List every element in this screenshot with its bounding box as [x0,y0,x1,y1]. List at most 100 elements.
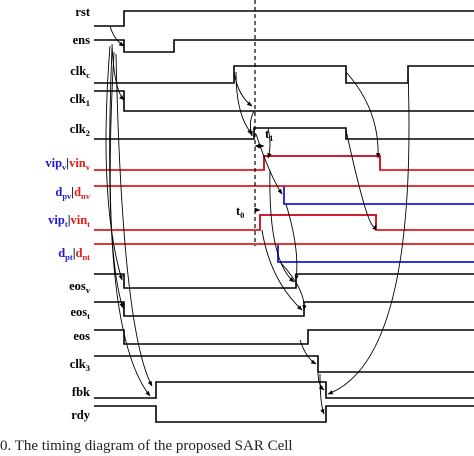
waveform-clk3 [94,355,474,373]
waveform-eosv [94,273,474,289]
waveform-rdy [94,405,474,423]
signal-label-clkc-part: clk [70,64,86,78]
waveforms [94,10,474,423]
signal-label-vipt-part: vip [48,213,65,227]
arrow-dpt-eost [279,261,307,311]
t0-annotation: t0 [236,204,244,220]
signal-label-dpv-part: d [55,185,62,199]
signal-label-ens-part: ens [73,33,91,47]
signal-label-rst-part: rst [75,5,90,19]
signal-label-clk3-part: clk [70,357,86,371]
arrow-clk1-clk2 [248,110,255,137]
t1-annotation: t1 [265,127,273,143]
t1-label: t1 [265,127,273,143]
arrow-vipv-eosv [269,169,295,283]
signal-label-vipv-part: | [66,156,69,170]
signal-label-dpv-part: d [74,185,81,199]
arrow-clk2-vipv [267,127,272,159]
signal-label-clkc: clkc [70,64,90,80]
signal-label-vipv-part: v [86,162,91,172]
waveform-dpv-blue [283,186,474,205]
arrow-ens-fbk [115,53,153,387]
signal-label-rdy-part: rdy [71,408,91,422]
signal-label-dpt: dpt|dnt [58,246,90,262]
signal-label-dpt-part: d [75,246,82,260]
arrow-ens-clk1 [111,43,125,101]
signal-label-eost-part: t [87,311,90,321]
t0-annotation-part: t [236,204,241,218]
signal-label-clk1-part: 1 [86,98,90,108]
signal-label-clk1: clk1 [70,92,90,108]
arrow-ens-eosv [105,45,123,281]
signal-label-dpt-part: nt [82,252,90,262]
causality-arrows [105,25,410,415]
signal-label-eosv-part: eos [69,279,86,293]
signal-label-eost-part: eos [70,305,87,319]
signal-label-vipt: vipt|vint [48,213,90,229]
waveform-clkc [94,65,474,84]
signal-label-dpv-part: nv [81,191,91,201]
arrow-ens-rdy [109,51,151,397]
arrow-dpv-eosv [285,203,299,281]
signal-label-vipv: vipv|vinv [45,156,90,172]
timing-diagram-svg: rstensclkcclk1clk2vipv|vinvdpv|dnvvipt|v… [45,0,474,423]
waveform-eost [94,301,474,317]
signal-label-fbk: fbk [72,385,90,399]
signal-label-fbk-part: fbk [72,385,90,399]
arrow-vipt-eost [261,229,303,311]
signal-label-dpv: dpv|dnv [55,185,90,201]
signal-label-eos: eos [73,329,90,343]
signal-label-clk3-part: 3 [86,363,90,373]
arrow-clk2-dpv [255,133,283,195]
signal-label-vipt-part: vin [70,213,87,227]
signal-label-dpt-part: | [73,246,76,260]
t1-annotation-part: t [265,127,270,141]
waveform-vipt-blue [259,214,377,230]
signal-label-vipv-part: v [62,162,67,172]
signal-label-dpv-part: pv [62,191,72,201]
waveform-vipv-blue [263,155,381,170]
signal-label-eosv-part: v [86,285,91,295]
waveform-fbk [94,381,474,399]
t1-annotation-part: 1 [269,133,273,143]
interval-markers [254,143,265,213]
signal-label-eost: eost [70,305,90,321]
signal-label-clk2-part: clk [70,122,86,136]
waveform-clk2 [94,127,474,140]
signal-label-dpv-part: | [71,185,74,199]
signal-label-vipt-part: | [68,213,71,227]
signal-label-eos-part: eos [73,329,90,343]
t0-annotation-part: 0 [240,210,244,220]
waveform-vint-red [94,214,474,231]
arrow-clkc-clk3 [345,71,381,159]
signal-label-eosv: eosv [69,279,91,295]
waveform-vinv-red [94,155,474,171]
signal-label-vipv-part: vip [45,156,62,170]
waveform-dpt-blue [277,244,474,263]
arrow-clk3-fbk [317,371,325,391]
signal-label-dpt-part: pt [65,252,73,262]
arrow-clk2-clk3 [345,129,377,231]
signal-label-vipt-part: t [87,219,90,229]
waveform-eos [94,329,474,345]
signal-label-dpt-part: d [58,246,65,260]
signal-label-clk2: clk2 [70,122,90,138]
signal-label-clkc-part: c [86,70,90,80]
arrow-eos-clk3 [299,339,317,365]
waveform-rst [94,10,474,27]
signal-label-clk3: clk3 [70,357,90,373]
signal-label-vipt-part: t [65,219,68,229]
signal-label-clk1-part: clk [70,92,86,106]
colored-waveforms [94,155,474,263]
arrow-clkc-fbk [327,71,410,395]
waveform-ens [94,39,474,53]
arrow-rst-ens [109,25,125,47]
arrow-clkc-clk1 [233,71,253,107]
signal-label-rdy: rdy [71,408,91,422]
waveform-clk1 [94,90,474,112]
signal-label-clk2-part: 2 [86,128,90,138]
arrow-clkc-clk2 [235,71,253,135]
arrow-ens-eost [109,47,124,309]
signal-label-ens: ens [73,33,91,47]
